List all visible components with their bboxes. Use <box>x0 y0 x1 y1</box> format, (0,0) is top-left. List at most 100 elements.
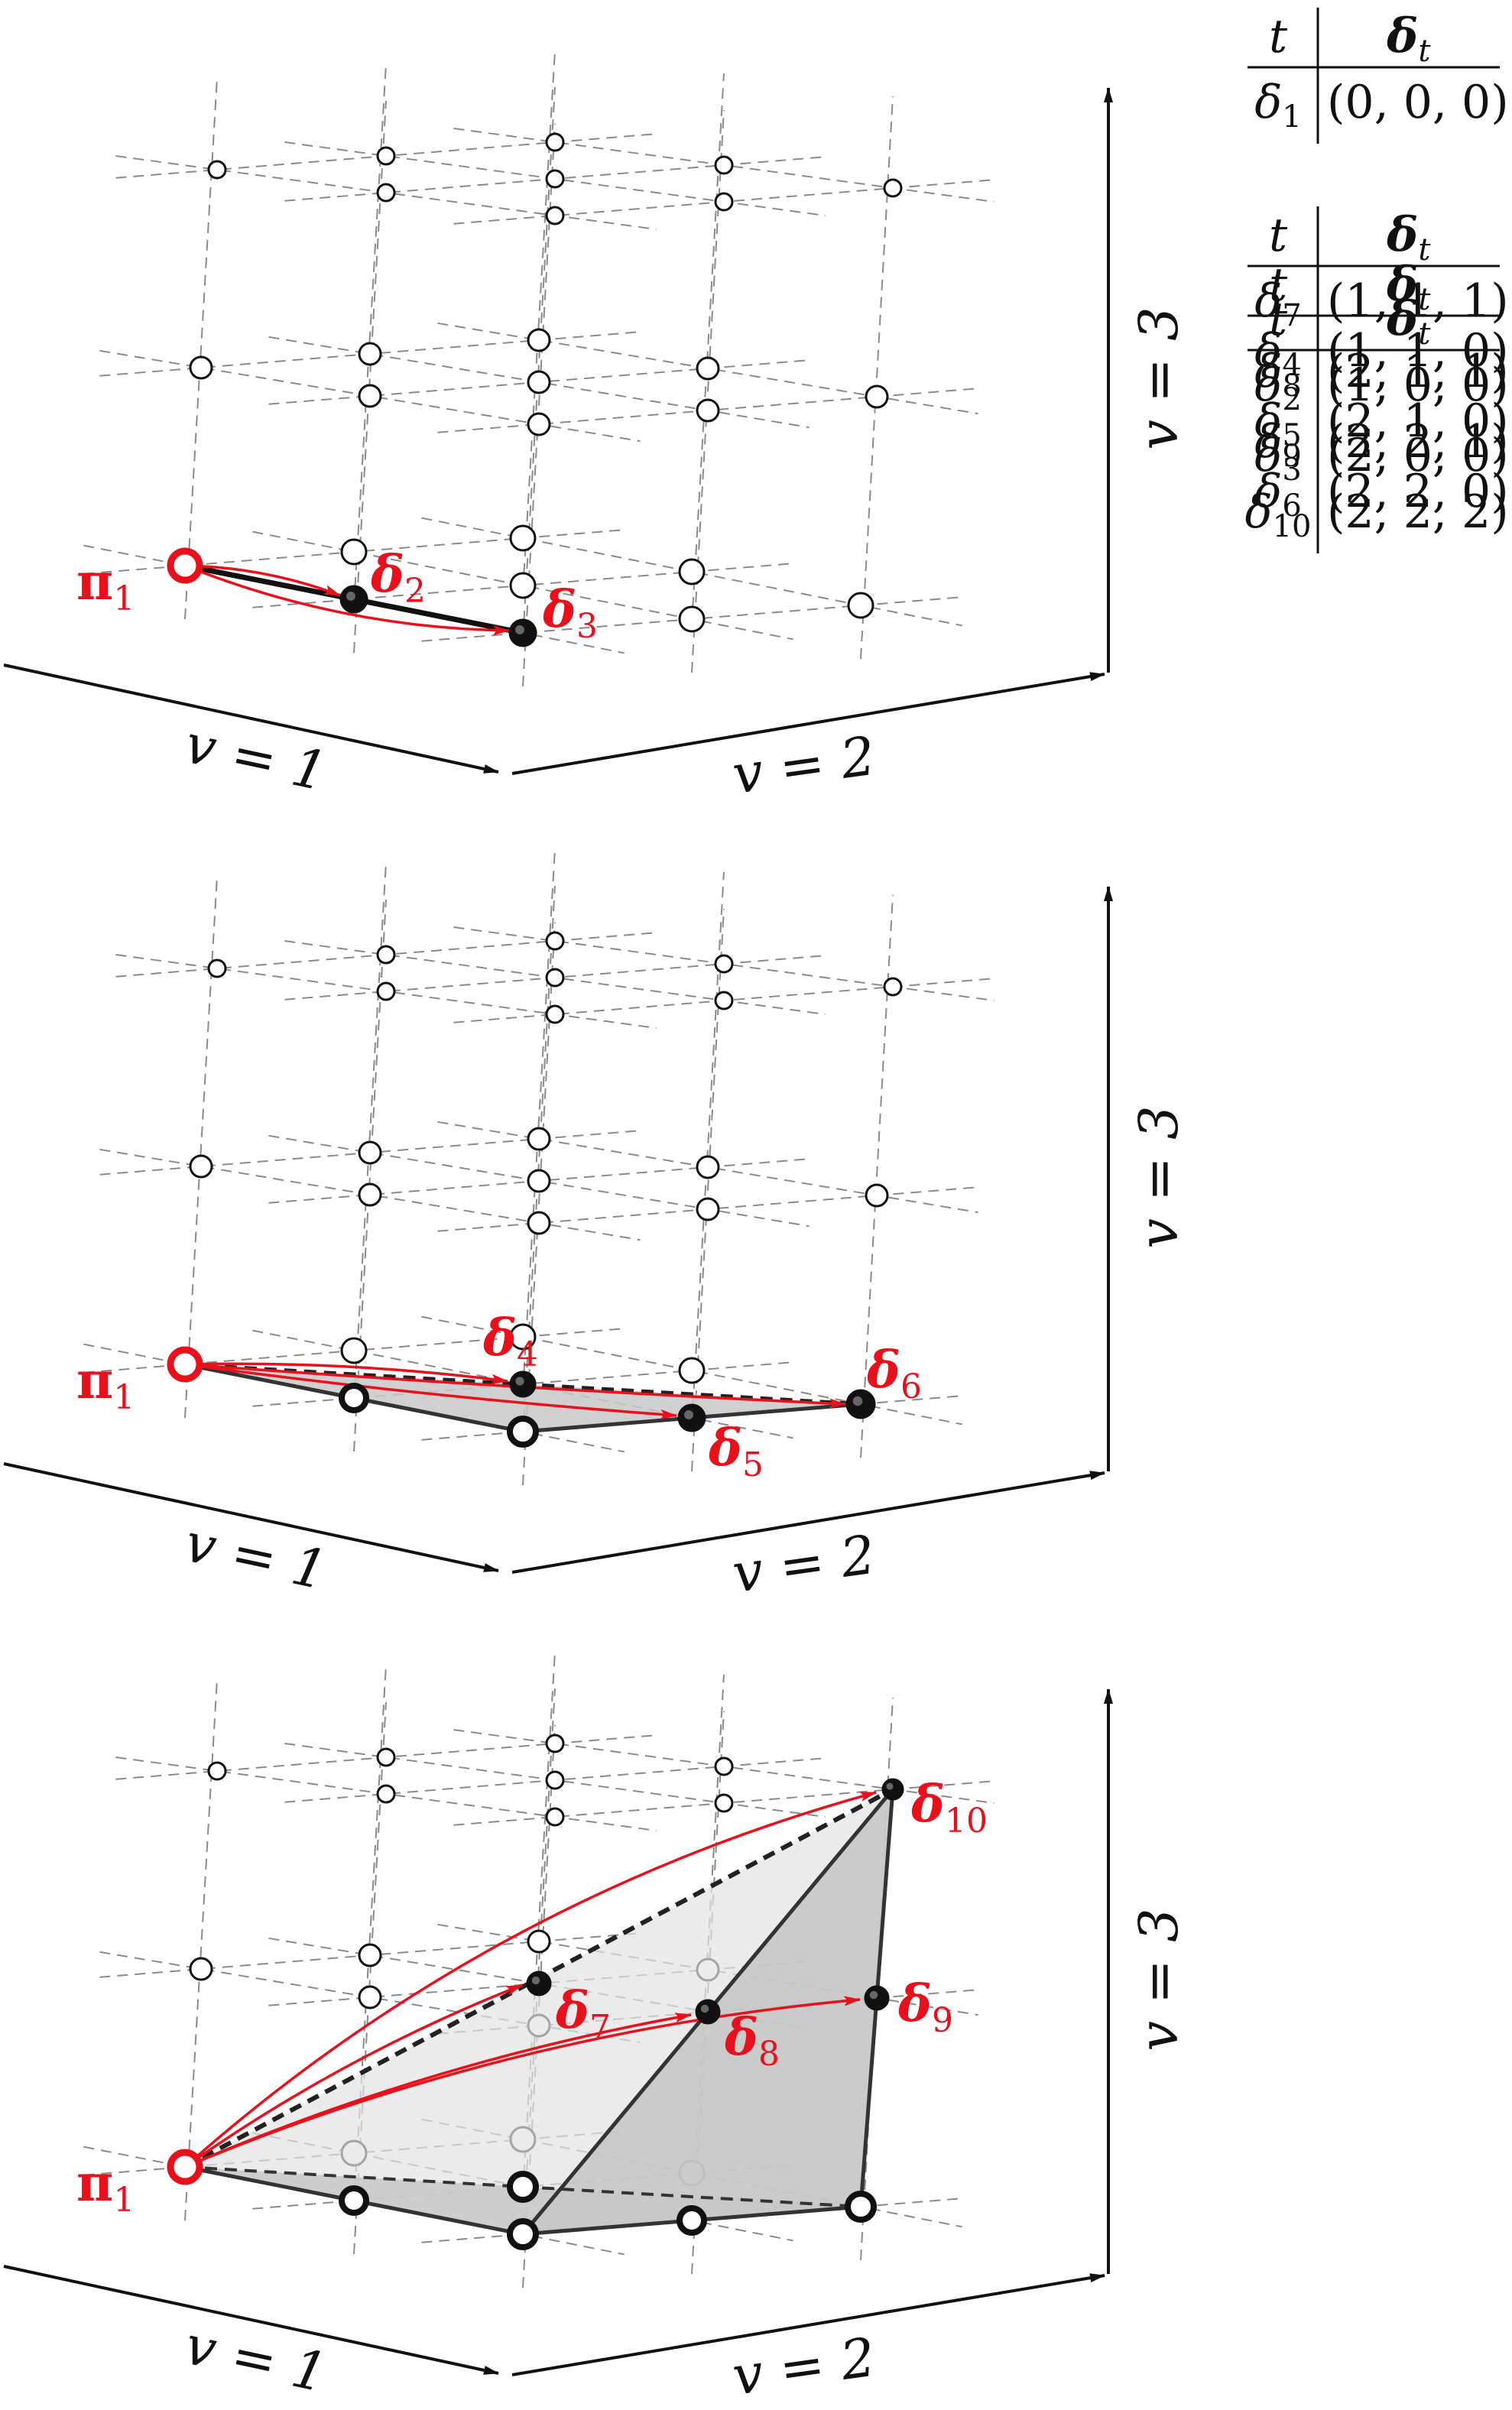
lattice-node <box>714 1793 734 1813</box>
table-row-t-main: δ <box>1244 485 1272 539</box>
lattice-node <box>545 206 565 225</box>
delta-point-label: δ2 <box>370 544 426 611</box>
node-delta4 <box>509 1370 537 1398</box>
arrow-pi-delta3 <box>184 564 511 636</box>
node-a2 <box>507 2218 539 2250</box>
node-m <box>507 2171 539 2203</box>
table-header-t: t <box>1269 10 1288 63</box>
axis-v2-arrow <box>511 2273 1105 2376</box>
node-delta6-shine <box>852 1396 863 1406</box>
table-row-t-main: δ <box>1254 76 1282 129</box>
lattice-node <box>714 991 734 1010</box>
lattice-node <box>678 605 706 633</box>
arrow-pi-delta7 <box>183 1983 524 2168</box>
lattice-node <box>696 356 720 381</box>
table-row-t: δ7 <box>1254 274 1302 333</box>
axis-v2-label-main: v = 2 <box>728 725 879 806</box>
node-pi1 <box>167 1346 203 1383</box>
lattice-node <box>376 1784 396 1804</box>
grid-line-vertical <box>184 876 218 1419</box>
table-header-delta-sub: t <box>1418 282 1431 317</box>
axis-v3-label: v = 3 <box>1128 1105 1190 1248</box>
table-row-t-sub: 9 <box>1282 439 1301 474</box>
table-header-t: t <box>1269 258 1288 312</box>
table-row-t-sub: 5 <box>1282 418 1301 453</box>
table-header-t: t <box>1269 293 1288 346</box>
grid-line-vertical <box>522 848 556 1391</box>
lattice-node <box>376 981 396 1001</box>
lattice-node <box>376 146 396 166</box>
axis-v2-arrow <box>511 672 1105 775</box>
origin-label-sub: 1 <box>113 1378 135 1417</box>
table-row-t: δ3 <box>1254 429 1302 488</box>
axis-v1-label-main: v = 1 <box>180 1511 333 1602</box>
delta-point-label-sub: 2 <box>404 572 426 611</box>
lattice-node <box>189 1957 213 1981</box>
node-delta9 <box>864 1985 890 2011</box>
lattice-node <box>207 1761 227 1781</box>
table-header-delta: δt <box>1386 290 1431 352</box>
node-delta7 <box>526 1970 552 1996</box>
lattice-node <box>545 132 565 152</box>
face-edge-solid <box>184 1789 895 2236</box>
lattice-node <box>696 1155 720 1179</box>
table-row-value: (2, 1, 1) <box>1327 345 1509 398</box>
table-row-t: δ10 <box>1244 485 1311 544</box>
axes: v = 1 v = 2 v = 3 <box>3 87 1190 806</box>
face-back <box>185 1789 893 2234</box>
table-header-delta-sub: t <box>1418 34 1431 69</box>
table-row-t-sub: 3 <box>1282 452 1301 488</box>
delta-point-label-main: δ <box>555 1980 589 2040</box>
grid-line-vertical <box>353 862 387 1405</box>
node-pi1 <box>167 2149 203 2185</box>
axis-v1-label: v = 1 <box>180 2314 333 2405</box>
arrow-pi-delta5 <box>184 1363 678 1420</box>
table-header-delta-sub: t <box>1418 316 1431 352</box>
node-delta7-shine <box>531 1976 540 1985</box>
origin-label-sub: 1 <box>113 579 135 618</box>
lattice-node <box>545 1807 565 1827</box>
table-row-value: (2, 2, 2) <box>1327 485 1509 539</box>
node-a1 <box>339 2185 369 2216</box>
table-row-value: (2, 1, 0) <box>1327 394 1509 448</box>
lattice-node <box>527 370 551 394</box>
axis-v3-label: v = 3 <box>1128 307 1190 449</box>
origin-label-sub: 1 <box>113 2181 135 2220</box>
lattice-node <box>865 384 889 409</box>
delta-point-label-sub: 9 <box>932 2001 953 2040</box>
table-row-value: (1, 0, 0) <box>1327 358 1509 412</box>
delta-point-label-main: δ <box>482 1308 517 1367</box>
delta-point-label-sub: 4 <box>517 1335 538 1374</box>
axis-v1-arrow <box>3 2265 499 2375</box>
axis-v1-arrow <box>3 663 499 774</box>
axis-v3-label: v = 3 <box>1128 1908 1190 2051</box>
delta-point-label-main: δ <box>866 1340 900 1400</box>
table-row-t-sub: 10 <box>1273 509 1312 544</box>
delta-point-label: δ3 <box>542 579 598 646</box>
lattice-node <box>527 1211 551 1235</box>
node-delta5-shine <box>684 1410 693 1419</box>
node-pi1 <box>167 547 203 584</box>
lattice-node <box>883 977 903 997</box>
axis-v2-arrow <box>511 1471 1105 1574</box>
grid-line-vertical <box>522 50 556 592</box>
lattice-node <box>527 1127 551 1151</box>
table-row-t-sub: 2 <box>1282 382 1301 417</box>
table-row-value: (2, 2, 1) <box>1327 415 1509 469</box>
axis-v3-label-main: v = 3 <box>1128 1908 1190 2051</box>
lattice-node <box>545 968 565 988</box>
table-header-t: t <box>1269 209 1288 262</box>
arrow-pi-delta2 <box>184 564 342 597</box>
delta-point-label-sub: 5 <box>742 1445 764 1484</box>
table-row-t-main: δ <box>1254 429 1282 482</box>
table-row-value: (0, 0, 0) <box>1327 76 1509 129</box>
axis-v2-label: v = 2 <box>728 1523 879 1605</box>
node-delta9-shine <box>869 1990 878 2000</box>
table-row-t: δ5 <box>1254 394 1302 453</box>
lattice-node <box>527 1169 551 1193</box>
lattice-node <box>376 945 396 965</box>
node-b2 <box>845 2191 877 2223</box>
